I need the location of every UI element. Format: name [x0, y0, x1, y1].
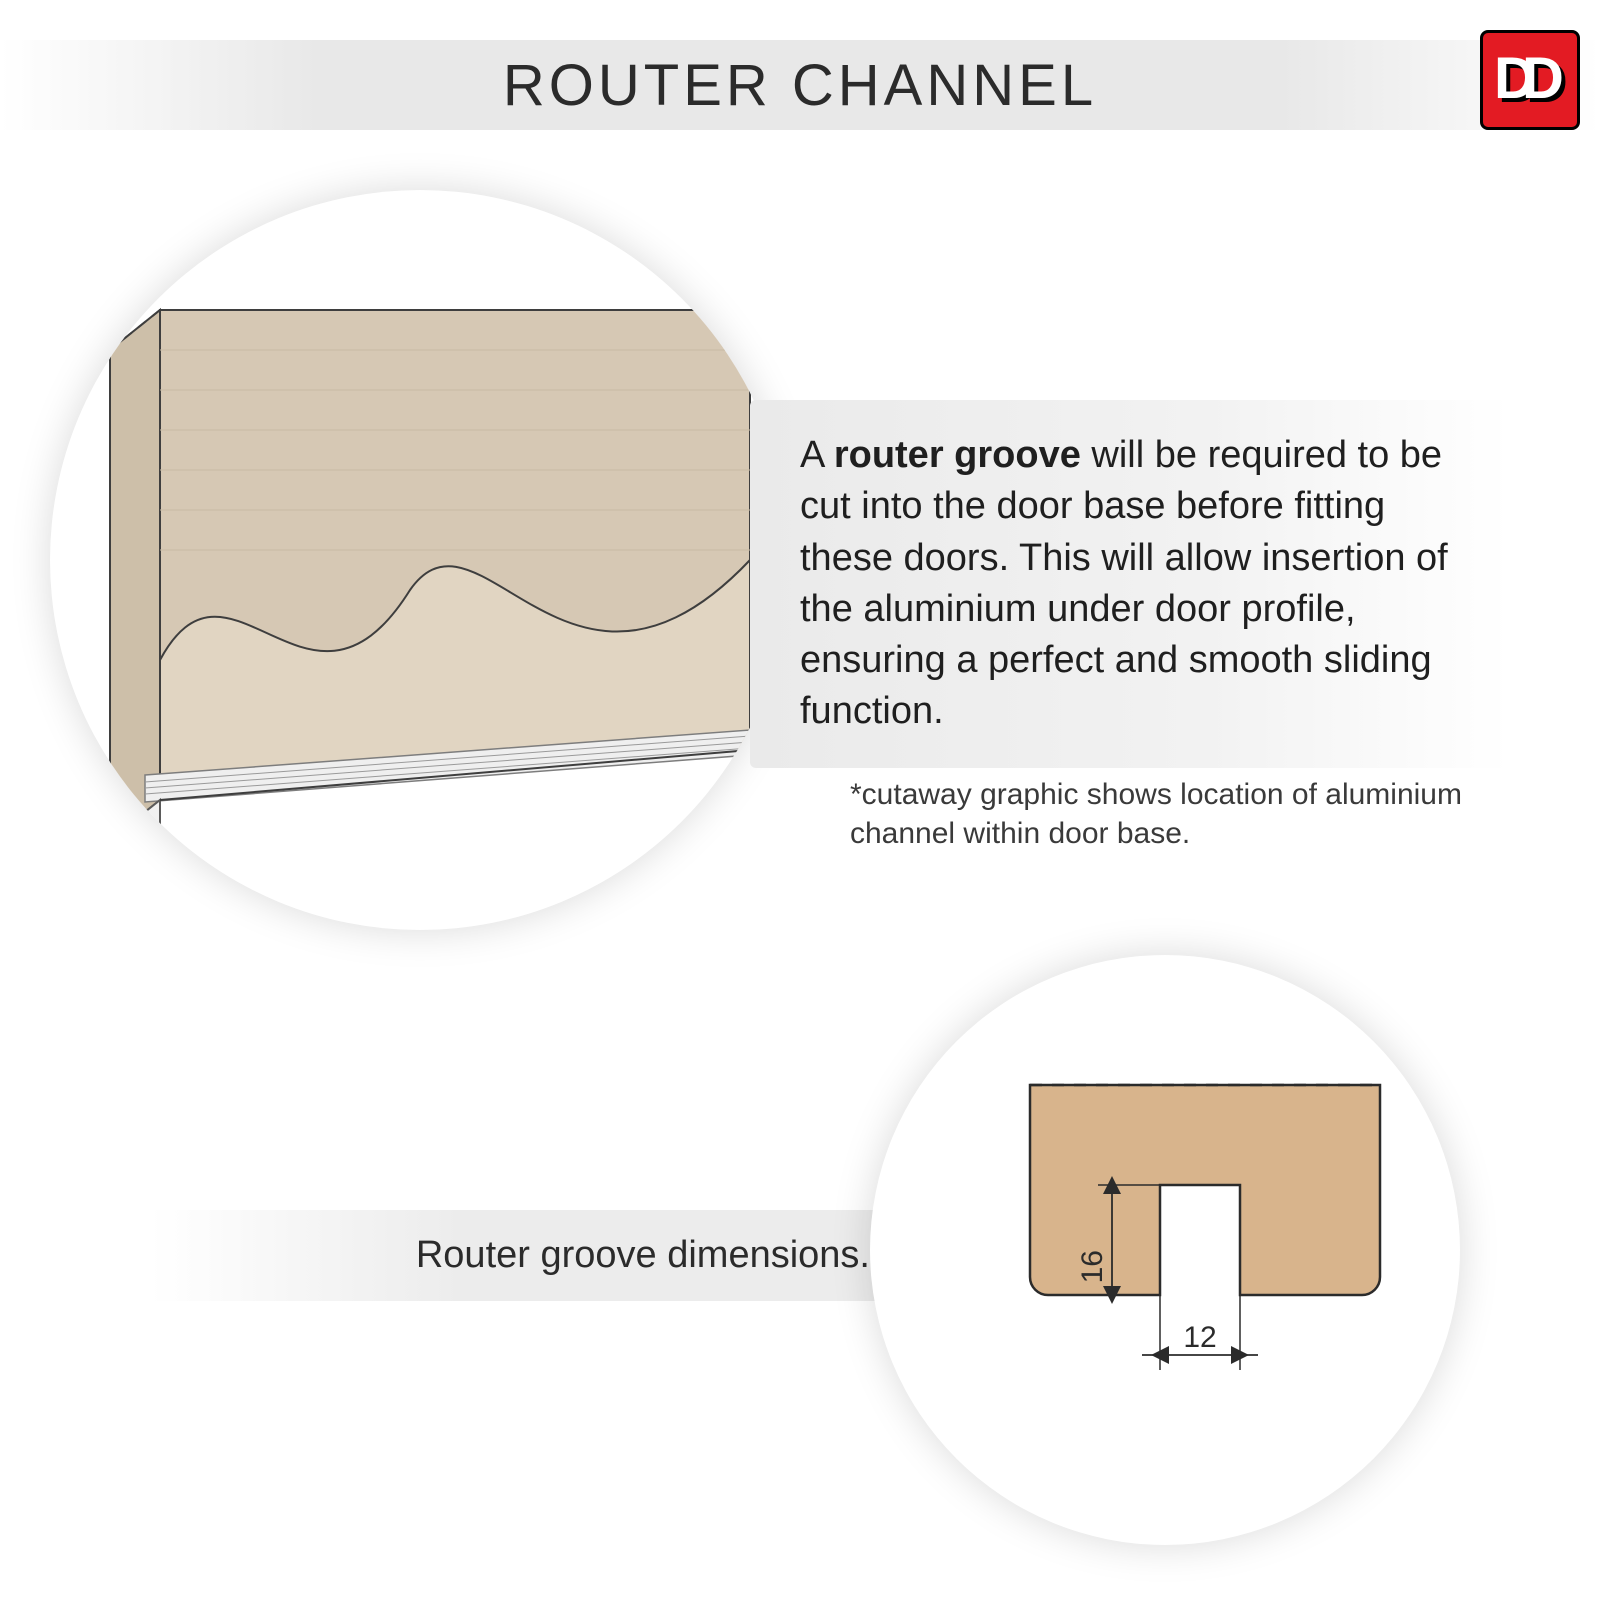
description-panel: A router groove will be required to be c… — [750, 400, 1510, 768]
cutaway-svg — [50, 190, 790, 930]
description-text: A router groove will be required to be c… — [800, 430, 1460, 738]
dim-depth: 16 — [1076, 1250, 1109, 1283]
page-title: ROUTER CHANNEL — [503, 52, 1097, 119]
dim-width: 12 — [1183, 1321, 1216, 1354]
profile-illustration: 16 12 — [870, 955, 1460, 1545]
cutaway-illustration — [50, 190, 790, 930]
desc-rest: will be required to be cut into the door… — [800, 434, 1448, 732]
desc-bold: router groove — [834, 434, 1081, 476]
profile-svg: 16 12 — [870, 955, 1460, 1545]
logo-dd-icon: D D D D — [1490, 40, 1570, 120]
description-note: *cutaway graphic shows location of alumi… — [850, 775, 1550, 853]
dimensions-label-panel: Router groove dimensions. — [150, 1210, 930, 1301]
svg-text:D: D — [1522, 46, 1564, 111]
desc-prefix: A — [800, 434, 834, 476]
title-bar: ROUTER CHANNEL — [0, 40, 1600, 130]
dimensions-label: Router groove dimensions. — [416, 1234, 870, 1276]
brand-logo: D D D D — [1480, 30, 1580, 130]
